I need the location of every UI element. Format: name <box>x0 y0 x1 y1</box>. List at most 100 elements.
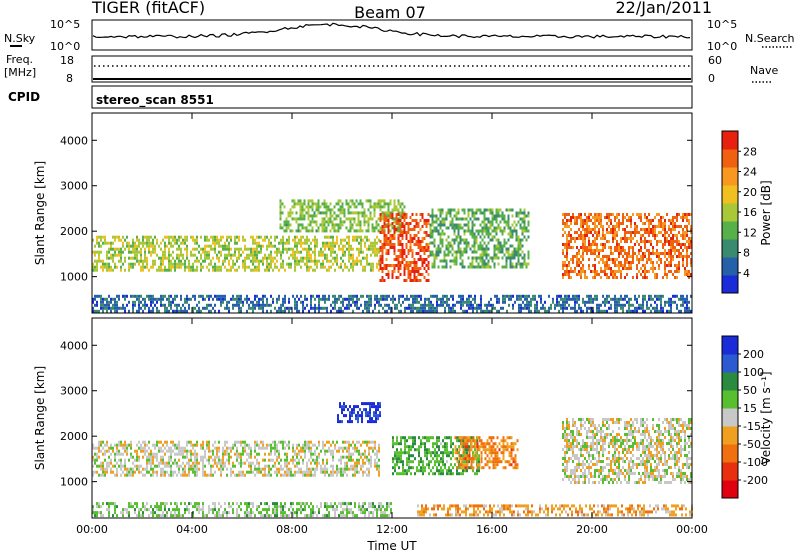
echo-cell <box>341 205 344 209</box>
echo-cell <box>526 297 528 301</box>
echo-cell <box>662 309 664 313</box>
echo-cell <box>360 452 362 456</box>
echo-cell <box>476 309 478 313</box>
echo-cell <box>489 238 492 242</box>
echo-cell <box>614 270 616 273</box>
echo-cell <box>234 440 236 444</box>
echo-cell <box>441 208 444 212</box>
echo-cell <box>186 461 188 465</box>
echo-cell <box>530 309 532 313</box>
echo-cell <box>668 252 670 255</box>
colorbar-segment <box>722 203 738 222</box>
echo-cell <box>274 306 276 310</box>
echo-cell <box>300 235 302 239</box>
echo-cell <box>338 265 340 269</box>
echo-cell <box>586 228 588 231</box>
echo-cell <box>102 306 104 310</box>
echo-cell <box>514 300 516 304</box>
echo-cell <box>296 455 298 459</box>
echo-cell <box>182 309 184 313</box>
echo-cell <box>301 211 304 215</box>
echo-cell <box>381 249 384 252</box>
echo-cell <box>96 294 98 298</box>
echo-cell <box>356 449 358 453</box>
echo-cell <box>620 249 622 252</box>
echo-cell <box>562 267 564 270</box>
echo-cell <box>664 252 666 255</box>
echo-cell <box>264 294 266 298</box>
echo-cell <box>504 300 506 304</box>
echo-cell <box>471 214 474 218</box>
echo-cell <box>495 226 498 230</box>
echo-cell <box>367 226 370 230</box>
echo-cell <box>102 440 104 444</box>
echo-cell <box>459 241 462 245</box>
echo-cell <box>328 446 330 450</box>
echo-cell <box>650 261 652 264</box>
echo-cell <box>333 229 336 233</box>
echo-cell <box>316 241 318 245</box>
echo-cell <box>383 205 386 209</box>
echo-cell <box>387 276 390 279</box>
y-tick-label: 1000 <box>60 271 88 284</box>
echo-cell <box>442 303 444 307</box>
echo-cell <box>92 265 94 269</box>
echo-cell <box>146 262 148 266</box>
echo-cell <box>503 220 506 224</box>
echo-cell <box>144 265 146 269</box>
echo-cell <box>308 470 310 474</box>
echo-cell <box>642 264 644 267</box>
echo-cell <box>180 259 182 263</box>
echo-cell <box>606 228 608 231</box>
echo-cell <box>507 247 510 251</box>
echo-cell <box>479 208 482 212</box>
echo-cell <box>473 214 476 218</box>
echo-cell <box>262 473 264 477</box>
echo-cell <box>516 294 518 298</box>
echo-cell <box>118 253 120 257</box>
echo-cell <box>628 261 630 264</box>
echo-cell <box>148 294 150 298</box>
echo-cell <box>194 455 196 459</box>
echo-cell <box>467 223 470 227</box>
echo-cell <box>357 220 360 224</box>
echo-cell <box>578 261 580 264</box>
echo-cell <box>124 458 126 462</box>
echo-cell <box>389 199 392 203</box>
echo-cell <box>594 276 596 279</box>
echo-cell <box>650 258 652 261</box>
echo-cell <box>648 225 650 228</box>
echo-cell <box>347 205 350 209</box>
echo-cell <box>330 241 332 245</box>
echo-cell <box>372 268 374 272</box>
echo-cell <box>134 253 136 257</box>
echo-cell <box>488 300 490 304</box>
echo-cell <box>433 229 436 233</box>
echo-cell <box>522 306 524 310</box>
echo-cell <box>594 270 596 273</box>
echo-cell <box>646 306 648 310</box>
echo-cell <box>662 243 664 246</box>
echo-cell <box>397 261 400 264</box>
echo-cell <box>517 214 520 218</box>
echo-cell <box>622 255 624 258</box>
echo-cell <box>308 265 310 269</box>
echo-cell <box>138 306 140 310</box>
echo-cell <box>226 300 228 304</box>
echo-cell <box>437 217 440 221</box>
echo-cell <box>415 213 418 216</box>
echo-cell <box>654 294 656 298</box>
echo-cell <box>226 440 228 444</box>
echo-cell <box>378 250 380 254</box>
echo-cell <box>116 470 118 474</box>
echo-cell <box>475 235 478 239</box>
echo-cell <box>412 297 414 301</box>
echo-cell <box>548 294 550 298</box>
echo-cell <box>136 443 138 447</box>
echo-cell <box>646 231 648 234</box>
echo-cell <box>114 235 116 239</box>
echo-cell <box>370 262 372 266</box>
echo-cell <box>566 294 568 298</box>
echo-cell <box>174 461 176 465</box>
echo-cell <box>252 268 254 272</box>
